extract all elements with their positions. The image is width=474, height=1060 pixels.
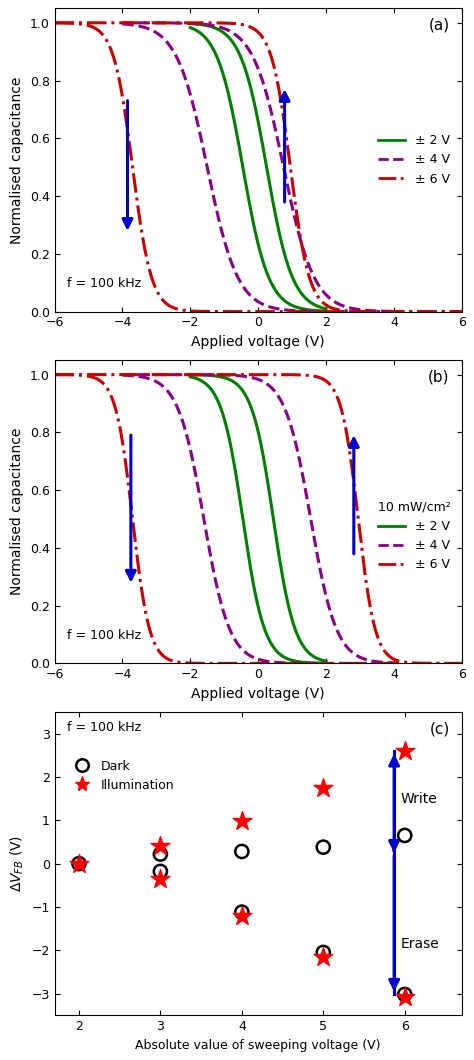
Point — [156, 846, 164, 863]
Point — [75, 855, 83, 872]
Point — [319, 779, 327, 796]
Point — [401, 989, 409, 1006]
X-axis label: Applied voltage (V): Applied voltage (V) — [191, 687, 325, 701]
Legend: ± 2 V, ± 4 V, ± 6 V: ± 2 V, ± 4 V, ± 6 V — [373, 496, 456, 577]
Point — [401, 986, 409, 1003]
Point — [156, 870, 164, 887]
Y-axis label: Normalised capacitance: Normalised capacitance — [10, 428, 24, 596]
Text: f = 100 kHz: f = 100 kHz — [67, 630, 141, 642]
X-axis label: Absolute value of sweeping voltage (V): Absolute value of sweeping voltage (V) — [136, 1039, 381, 1052]
Point — [319, 944, 327, 961]
Legend: Dark, Illumination: Dark, Illumination — [65, 755, 180, 797]
Point — [319, 949, 327, 966]
Text: (a): (a) — [428, 17, 449, 33]
Y-axis label: Normalised capacitance: Normalised capacitance — [10, 76, 24, 244]
Point — [319, 838, 327, 855]
Text: (b): (b) — [428, 369, 449, 384]
Point — [238, 907, 246, 924]
Text: f = 100 kHz: f = 100 kHz — [67, 278, 141, 290]
Point — [401, 827, 409, 844]
Point — [238, 843, 246, 860]
Point — [156, 837, 164, 854]
Point — [156, 863, 164, 880]
Text: Erase: Erase — [401, 937, 439, 951]
Point — [401, 742, 409, 759]
Point — [238, 813, 246, 830]
Text: f = 100 kHz: f = 100 kHz — [67, 721, 141, 735]
Point — [75, 855, 83, 872]
Point — [238, 904, 246, 921]
Legend: ± 2 V, ± 4 V, ± 6 V: ± 2 V, ± 4 V, ± 6 V — [373, 129, 456, 191]
Text: Write: Write — [401, 792, 438, 806]
X-axis label: Applied voltage (V): Applied voltage (V) — [191, 335, 325, 349]
Text: (c): (c) — [429, 721, 449, 736]
Y-axis label: $\Delta V_{FB}$ (V): $\Delta V_{FB}$ (V) — [9, 835, 26, 893]
